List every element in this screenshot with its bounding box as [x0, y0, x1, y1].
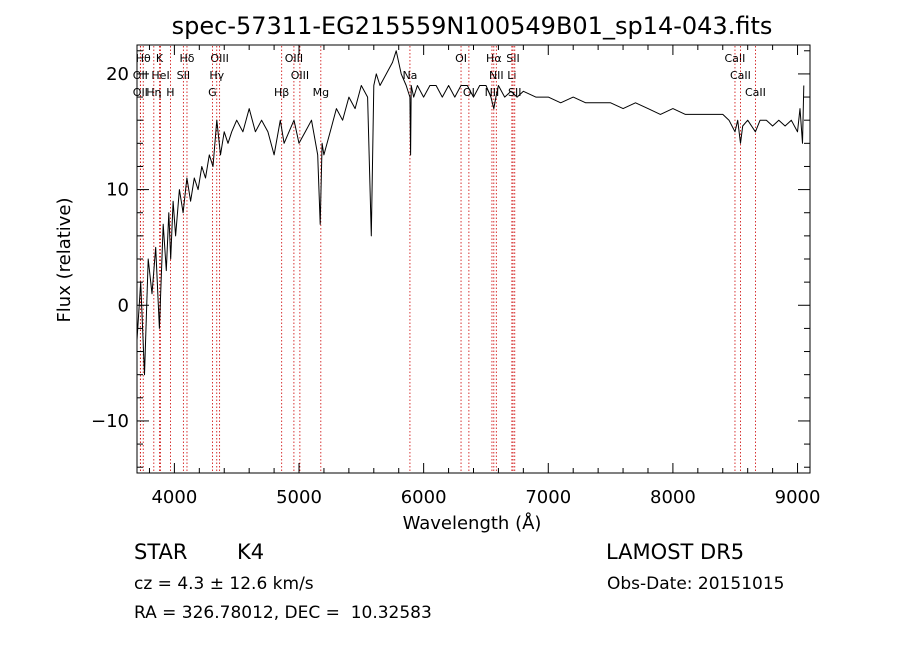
object-subclass: K4 — [237, 540, 265, 564]
x-tick-label: 7000 — [525, 487, 571, 508]
y-tick-label: 20 — [106, 64, 129, 85]
x-tick-label: 9000 — [775, 487, 821, 508]
marker-label: SII — [506, 52, 519, 65]
marker-label: Hθ — [136, 52, 151, 65]
marker-label: OI — [455, 52, 467, 65]
spectrum-data — [136, 50, 805, 376]
marker-label: Li — [507, 69, 516, 82]
observation-date: Obs-Date: 20151015 — [607, 574, 785, 594]
coordinates-readout: RA = 326.78012, DEC = 10.32583 — [134, 603, 432, 623]
axes: 4000 5000 6000 7000 8000 9000 −10 0 10 20 — [91, 45, 820, 508]
marker-label: K — [156, 52, 164, 65]
redshift-readout: cz = 4.3 ± 12.6 km/s — [134, 574, 314, 594]
marker-label: NII — [489, 69, 504, 82]
marker-label: CaII — [730, 69, 751, 82]
y-tick-label: 10 — [106, 180, 129, 201]
marker-label: Na — [402, 69, 417, 82]
x-tick-label: 6000 — [401, 487, 447, 508]
marker-label: Hβ — [274, 86, 289, 99]
marker-label: Hα — [486, 52, 502, 65]
survey-name: LAMOST DR5 — [606, 540, 745, 564]
marker-label: OIII — [210, 52, 228, 65]
y-tick-label: 0 — [118, 295, 129, 316]
plot-frame — [136, 44, 811, 474]
marker-label: SII — [177, 69, 190, 82]
object-type: STAR — [134, 540, 188, 564]
chart-title: spec-57311-EG215559N100549B01_sp14-043.f… — [172, 12, 773, 40]
marker-label: OIII — [285, 52, 303, 65]
marker-label: OI — [463, 86, 475, 99]
marker-label: OIII — [291, 69, 309, 82]
marker-label: H — [166, 86, 174, 99]
marker-label: NII — [485, 86, 500, 99]
y-axis-label: Flux (relative) — [54, 197, 75, 322]
x-tick-label: 5000 — [276, 487, 322, 508]
y-tick-label: −10 — [91, 411, 129, 432]
marker-label: CaII — [725, 52, 746, 65]
marker-label: CaII — [745, 86, 766, 99]
x-tick-label: 8000 — [650, 487, 696, 508]
marker-label: Hγ — [209, 69, 224, 82]
x-axis-label: Wavelength (Å) — [403, 512, 542, 534]
x-tick-label: 4000 — [151, 487, 197, 508]
marker-label: Mg — [313, 86, 329, 99]
marker-label: HeI — [151, 69, 169, 82]
marker-label: Hη — [146, 86, 161, 99]
spectrum-line — [136, 50, 805, 376]
marker-label: Hδ — [179, 52, 194, 65]
marker-label: G — [208, 86, 217, 99]
